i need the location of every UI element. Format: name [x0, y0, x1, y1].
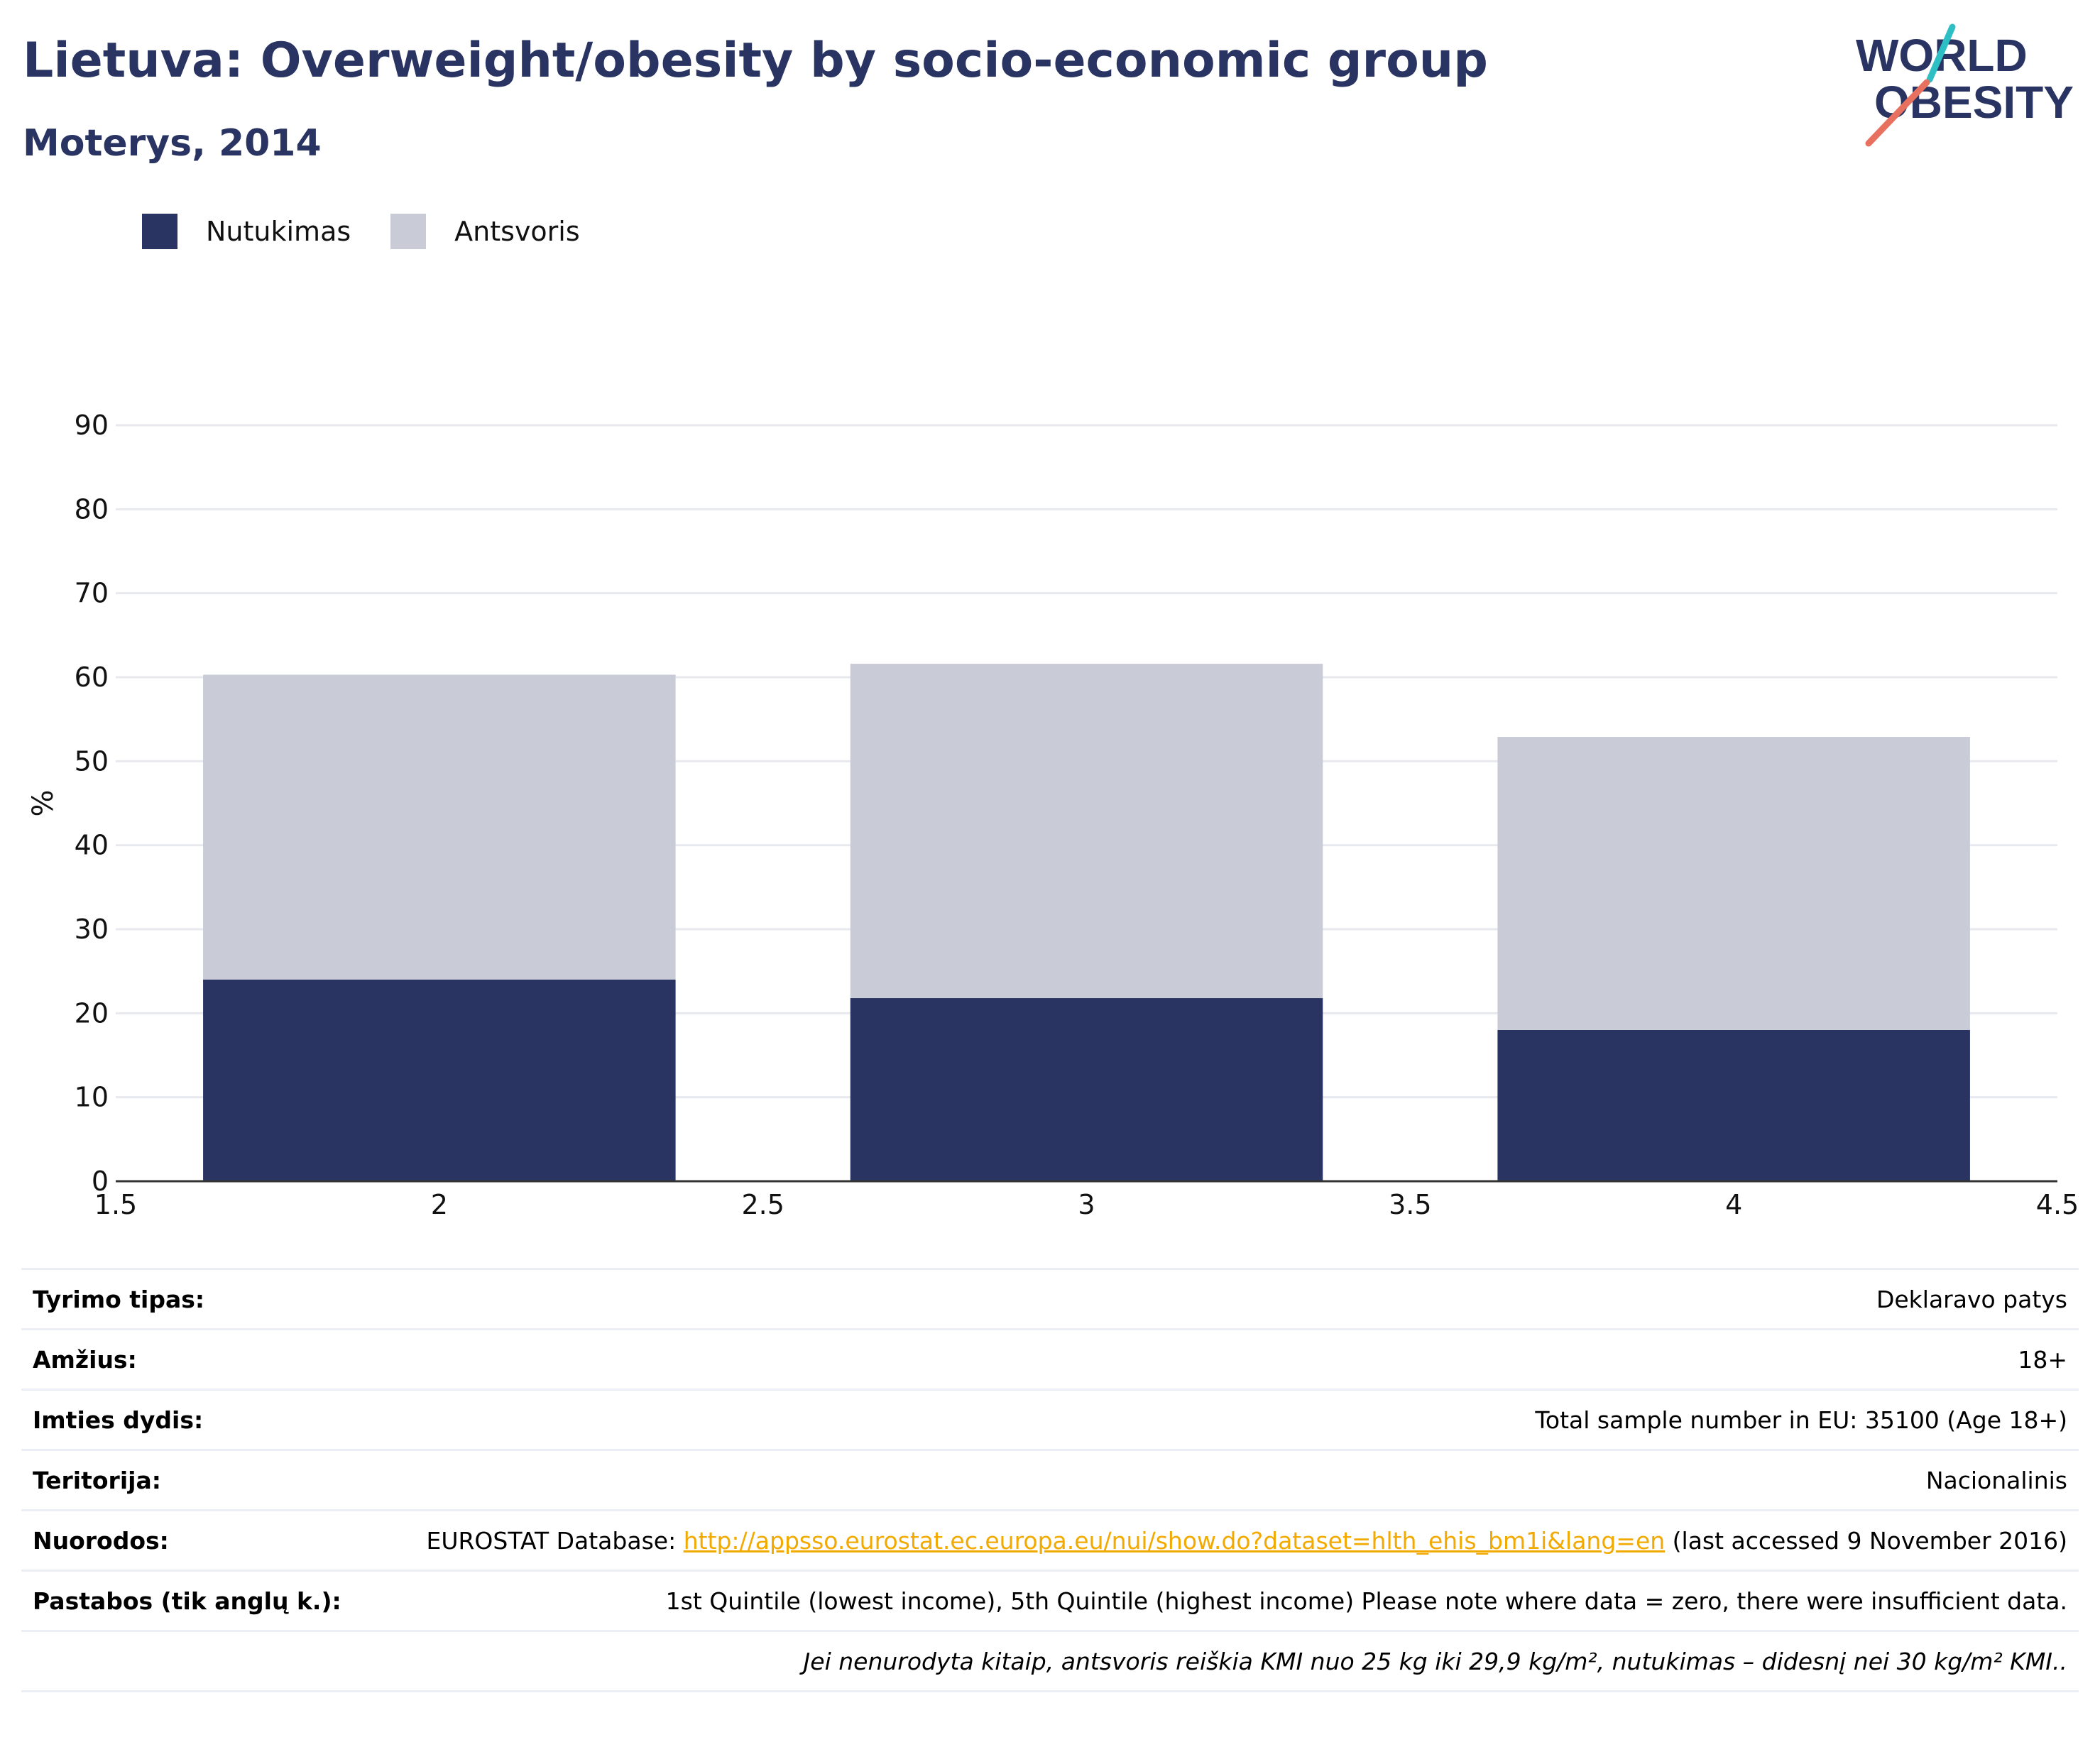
- meta-key: Pastabos (tik anglų k.):: [33, 1587, 341, 1615]
- legend-swatch-overweight: [390, 214, 427, 249]
- page-subtitle: Moterys, 2014: [23, 122, 322, 165]
- y-tick-label: 10: [75, 1082, 109, 1113]
- meta-row-age: Amžius: 18+: [21, 1330, 2079, 1391]
- y-tick-label: 40: [75, 830, 109, 861]
- meta-value: 1st Quintile (lowest income), 5th Quinti…: [665, 1587, 2067, 1615]
- x-tick-label: 2: [431, 1189, 448, 1220]
- bar-obesity[interactable]: [1497, 1030, 1970, 1181]
- logo-slash-teal: [1926, 23, 1956, 83]
- meta-row-notes: Pastabos (tik anglų k.): 1st Quintile (l…: [21, 1572, 2079, 1632]
- y-tick-label: 80: [75, 493, 109, 525]
- meta-value: Deklaravo patys: [1876, 1286, 2067, 1313]
- meta-key: Nuorodos:: [33, 1527, 169, 1555]
- legend-label-obesity: Nutukimas: [206, 216, 351, 247]
- page-title: Lietuva: Overweight/obesity by socio-eco…: [23, 33, 1488, 89]
- y-tick-label: 50: [75, 745, 109, 777]
- x-tick-label: 1.5: [94, 1189, 137, 1220]
- world-obesity-logo: WORLD OBESITY: [1856, 23, 2074, 147]
- meta-key: Amžius:: [33, 1346, 137, 1374]
- eurostat-link[interactable]: http://appsso.eurostat.ec.europa.eu/nui/…: [683, 1527, 1666, 1555]
- reference-prefix: EUROSTAT Database:: [426, 1527, 684, 1555]
- x-tick-label: 4: [1725, 1189, 1742, 1220]
- meta-value: EUROSTAT Database: http://appsso.eurosta…: [197, 1526, 2068, 1557]
- metadata-table: Tyrimo tipas: Deklaravo patys Amžius: 18…: [21, 1268, 2079, 1692]
- meta-value: 18+: [2018, 1346, 2067, 1374]
- legend-item-obesity[interactable]: Nutukimas: [142, 214, 351, 249]
- bar-obesity[interactable]: [850, 998, 1323, 1181]
- meta-key: Tyrimo tipas:: [33, 1286, 205, 1313]
- chart-legend: Nutukimas Antsvoris: [142, 210, 620, 253]
- meta-row-references: Nuorodos: EUROSTAT Database: http://apps…: [21, 1511, 2079, 1572]
- legend-label-overweight: Antsvoris: [454, 216, 580, 247]
- meta-row-sample-size: Imties dydis: Total sample number in EU:…: [21, 1391, 2079, 1451]
- x-tick-label: 2.5: [741, 1189, 784, 1220]
- y-tick-label: 20: [75, 997, 109, 1029]
- meta-row-footnote: Jei nenurodyta kitaip, antsvoris reiškia…: [21, 1632, 2079, 1692]
- y-tick-label: 0: [92, 1166, 109, 1197]
- bar-overweight[interactable]: [1497, 737, 1970, 1030]
- meta-key: Imties dydis:: [33, 1406, 204, 1434]
- x-tick-label: 4.5: [2036, 1189, 2079, 1220]
- legend-swatch-obesity: [142, 214, 177, 249]
- bar-overweight[interactable]: [203, 674, 676, 980]
- stacked-bar-chart: 0 10 20 30 40 50 60 70 80 90 1.5 2 2.5 3 3.5 4 4.5%: [27, 410, 2079, 1220]
- footnote: Jei nenurodyta kitaip, antsvoris reiškia…: [803, 1648, 2067, 1675]
- meta-key: Teritorija:: [33, 1467, 161, 1494]
- meta-value: Nacionalinis: [1925, 1467, 2067, 1494]
- meta-value: Total sample number in EU: 35100 (Age 18…: [1535, 1406, 2067, 1434]
- x-tick-label: 3: [1078, 1189, 1095, 1220]
- y-tick-label: 70: [75, 578, 109, 609]
- x-tick-label: 3.5: [1389, 1189, 1431, 1220]
- legend-item-overweight[interactable]: Antsvoris: [390, 214, 580, 249]
- y-tick-label: 60: [75, 662, 109, 693]
- bar-overweight[interactable]: [850, 664, 1323, 999]
- logo-slash-coral: [1865, 79, 1930, 147]
- y-axis-label: %: [27, 789, 60, 816]
- meta-row-territory: Teritorija: Nacionalinis: [21, 1451, 2079, 1511]
- bar-obesity[interactable]: [203, 980, 676, 1181]
- axes: 0 10 20 30 40 50 60 70 80 90 1.5 2 2.5 3 3.5 4 4.5%: [27, 410, 2079, 1220]
- bars: [203, 664, 1970, 1181]
- y-tick-label: 30: [75, 914, 109, 945]
- reference-suffix: (last accessed 9 November 2016): [1665, 1527, 2067, 1555]
- meta-row-survey-type: Tyrimo tipas: Deklaravo patys: [21, 1270, 2079, 1330]
- y-tick-label: 90: [75, 410, 109, 441]
